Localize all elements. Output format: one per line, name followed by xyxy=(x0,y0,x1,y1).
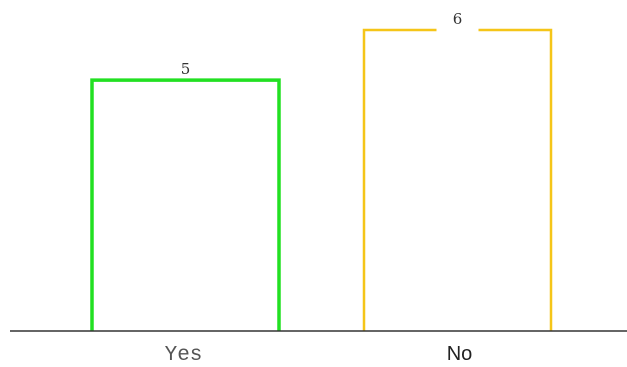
bar-no xyxy=(362,28,553,331)
category-label-no: No xyxy=(447,343,473,365)
value-label-no: 6 xyxy=(453,10,463,28)
bar-yes xyxy=(90,78,281,331)
category-label-yes: Yes xyxy=(165,344,203,367)
bars-layer xyxy=(90,27,553,331)
label-gap-no xyxy=(436,27,479,33)
value-label-yes: 5 xyxy=(181,60,191,78)
labels-layer: 5 Yes 6 No xyxy=(165,10,473,367)
